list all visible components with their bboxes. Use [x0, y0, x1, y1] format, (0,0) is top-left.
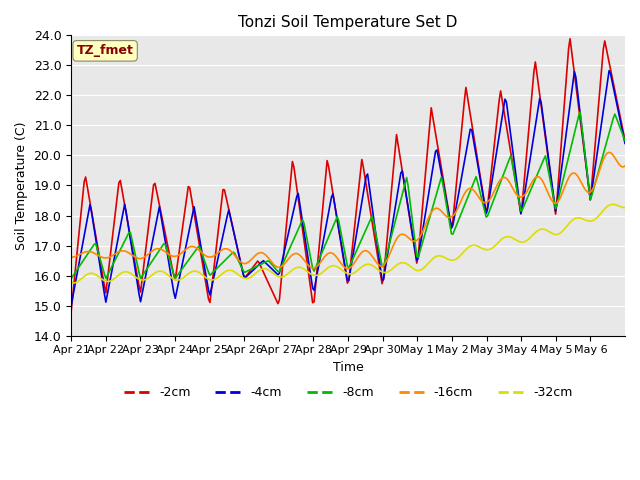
-2cm: [352, 211, 360, 216]
Text: TZ_fmet: TZ_fmet: [77, 44, 134, 57]
-16cm: [354, 255, 362, 261]
Line: -4cm: -4cm: [71, 71, 625, 306]
-2cm: [67, 309, 75, 314]
-4cm: [462, 150, 470, 156]
-16cm: [344, 266, 351, 272]
-32cm: [620, 204, 627, 210]
-16cm: [620, 164, 627, 170]
-8cm: [86, 248, 94, 253]
-2cm: [86, 199, 94, 205]
-4cm: [352, 234, 360, 240]
-32cm: [67, 280, 75, 286]
-2cm: [618, 123, 626, 129]
-32cm: [621, 205, 629, 211]
Legend: -2cm, -4cm, -8cm, -16cm, -32cm: -2cm, -4cm, -8cm, -16cm, -32cm: [119, 382, 577, 405]
-32cm: [609, 202, 617, 207]
-4cm: [67, 303, 75, 309]
-32cm: [354, 267, 362, 273]
-4cm: [86, 202, 94, 208]
Title: Tonzi Soil Temperature Set D: Tonzi Soil Temperature Set D: [238, 15, 458, 30]
-16cm: [463, 187, 471, 192]
-2cm: [545, 157, 552, 163]
-8cm: [621, 138, 629, 144]
-16cm: [605, 149, 613, 155]
Line: -8cm: -8cm: [71, 112, 625, 278]
-16cm: [86, 249, 94, 254]
-4cm: [618, 127, 626, 132]
-8cm: [67, 276, 75, 281]
-32cm: [68, 280, 76, 286]
Y-axis label: Soil Temperature (C): Soil Temperature (C): [15, 121, 28, 250]
-32cm: [105, 278, 113, 284]
-2cm: [104, 278, 111, 284]
-32cm: [88, 270, 95, 276]
-4cm: [621, 141, 629, 146]
Line: -32cm: -32cm: [71, 204, 625, 283]
-8cm: [618, 130, 626, 136]
-2cm: [462, 84, 470, 90]
-8cm: [577, 109, 584, 115]
Line: -16cm: -16cm: [71, 152, 625, 269]
-2cm: [566, 36, 574, 42]
-8cm: [352, 249, 360, 255]
-32cm: [546, 229, 554, 235]
-8cm: [104, 273, 111, 278]
-16cm: [67, 254, 75, 260]
-2cm: [621, 138, 629, 144]
-16cm: [621, 163, 629, 169]
Line: -2cm: -2cm: [71, 39, 625, 312]
-8cm: [545, 168, 552, 174]
-4cm: [104, 292, 111, 298]
-16cm: [546, 194, 554, 200]
-16cm: [104, 255, 111, 261]
-4cm: [545, 154, 552, 160]
-4cm: [605, 68, 613, 73]
-8cm: [462, 199, 470, 204]
X-axis label: Time: Time: [333, 361, 364, 374]
-32cm: [463, 245, 471, 251]
